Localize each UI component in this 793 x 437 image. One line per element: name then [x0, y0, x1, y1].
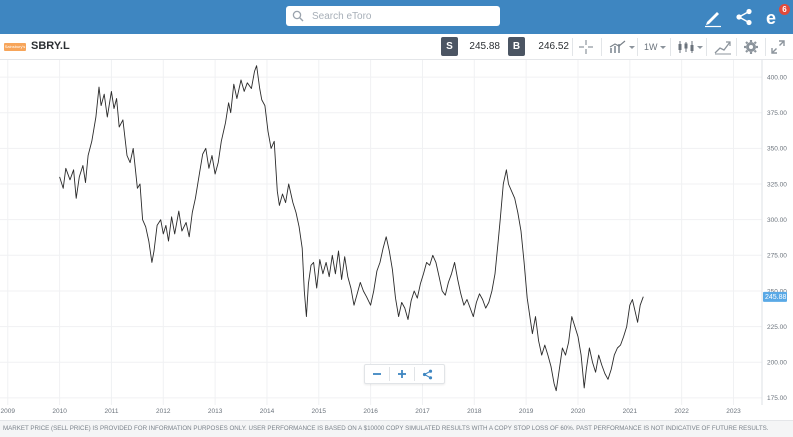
x-tick-label: 2017 [415, 408, 430, 415]
fullscreen-icon[interactable] [771, 39, 785, 55]
zoom-divider [389, 367, 390, 381]
price-series-line [59, 65, 644, 392]
x-tick-label: 2023 [726, 408, 741, 415]
zoom-divider [414, 367, 415, 381]
footer-disclaimer: MARKET PRICE (SELL PRICE) IS PROVIDED FO… [0, 420, 793, 437]
zoom-out-icon [373, 373, 381, 375]
toolbar-divider [572, 38, 573, 56]
toolbar-divider [765, 38, 766, 56]
x-tick-label: 2015 [312, 408, 327, 415]
x-tick-label: 2009 [1, 408, 16, 415]
x-tick-label: 2019 [519, 408, 534, 415]
settings-gear-icon[interactable] [743, 39, 759, 55]
candle-style-selector[interactable] [677, 39, 703, 55]
x-tick-label: 2022 [674, 408, 689, 415]
search-icon [292, 10, 304, 22]
crosshair-icon[interactable] [578, 39, 594, 55]
zoom-in-icon [398, 370, 406, 378]
price-chart[interactable]: 400.00 375.00 350.00 325.00 300.00 275.00 250.… [0, 60, 793, 420]
y-tick-label: 400.00 [767, 74, 787, 81]
y-tick-label: 250.00 [767, 288, 787, 295]
y-tick-label: 275.00 [767, 253, 787, 260]
instrument-logo: Sainsbury's [4, 43, 26, 51]
interval-selector[interactable]: 1W [644, 39, 666, 55]
chart-type-selector[interactable] [609, 39, 635, 55]
search-box[interactable] [286, 6, 500, 26]
chevron-down-icon [659, 45, 666, 49]
chevron-down-icon [697, 45, 703, 49]
instrument-symbol: SBRY.L [31, 40, 70, 52]
notification-badge: 6 [779, 4, 790, 15]
sell-button[interactable]: S [441, 37, 458, 56]
toolbar-divider [706, 38, 707, 56]
x-tick-label: 2012 [156, 408, 171, 415]
current-price-badge [763, 291, 787, 302]
toolbar-divider [601, 38, 602, 56]
drawing-tools-icon[interactable] [714, 39, 732, 55]
sell-price: 245.88 [469, 41, 500, 52]
x-tick-label: 2016 [363, 408, 378, 415]
etoro-notifications-icon[interactable]: e [763, 6, 785, 28]
toolbar-divider [637, 38, 638, 56]
chevron-down-icon [629, 45, 635, 49]
x-tick-label: 2013 [208, 408, 223, 415]
svg-text:e: e [766, 8, 776, 28]
share-icon[interactable] [733, 6, 755, 28]
top-navigation-bar: e 6 [0, 0, 793, 34]
y-tick-label: 375.00 [767, 110, 787, 117]
buy-button[interactable]: B [508, 37, 525, 56]
zoom-out-button[interactable] [365, 365, 389, 383]
search-input[interactable] [310, 9, 494, 23]
zoom-in-button[interactable] [390, 365, 414, 383]
x-tick-label: 2014 [260, 408, 275, 415]
y-tick-label: 225.00 [767, 324, 787, 331]
interval-label: 1W [644, 42, 658, 52]
x-tick-label: 2021 [623, 408, 638, 415]
toolbar-divider [736, 38, 737, 56]
x-tick-label: 2010 [52, 408, 67, 415]
pencil-icon[interactable] [702, 6, 724, 28]
chart-share-button[interactable] [415, 365, 439, 383]
y-tick-label: 200.00 [767, 360, 787, 367]
chart-type-icon [609, 40, 626, 53]
y-tick-label: 175.00 [767, 395, 787, 402]
y-tick-label: 300.00 [767, 217, 787, 224]
buy-price: 246.52 [538, 41, 569, 52]
y-tick-label: 350.00 [767, 146, 787, 153]
x-tick-label: 2011 [104, 408, 118, 415]
chart-share-icon [422, 369, 432, 379]
zoom-controls [364, 364, 445, 384]
candlestick-icon [678, 41, 694, 53]
x-tick-label: 2020 [571, 408, 586, 415]
x-tick-label: 2018 [467, 408, 482, 415]
instrument-toolbar: Sainsbury's SBRY.L S 245.88 B 246.52 1W [0, 34, 793, 60]
y-tick-label: 325.00 [767, 181, 787, 188]
toolbar-divider [670, 38, 671, 56]
current-price-label: 245.88 [765, 294, 787, 301]
